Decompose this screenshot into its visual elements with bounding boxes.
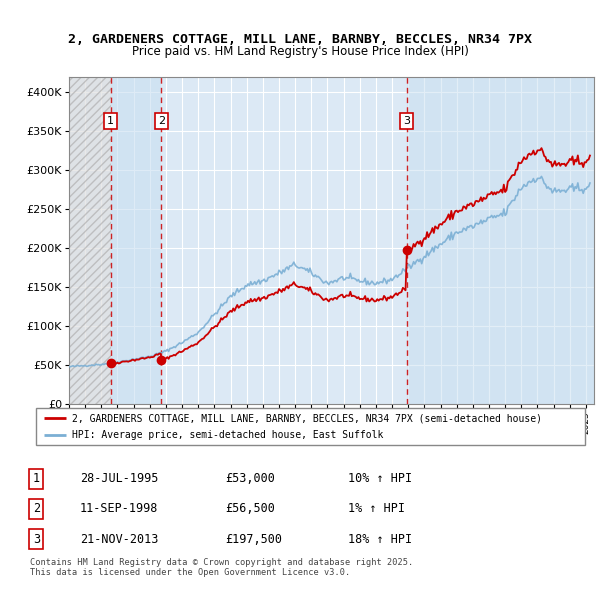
Bar bbox=[407, 77, 594, 404]
Text: 10% ↑ HPI: 10% ↑ HPI bbox=[347, 472, 412, 485]
Text: 3: 3 bbox=[403, 116, 410, 126]
Text: 1: 1 bbox=[33, 472, 40, 485]
Text: 1% ↑ HPI: 1% ↑ HPI bbox=[347, 502, 404, 516]
Text: 1: 1 bbox=[107, 116, 114, 126]
Text: 2: 2 bbox=[33, 502, 40, 516]
Text: £56,500: £56,500 bbox=[225, 502, 275, 516]
Text: £197,500: £197,500 bbox=[225, 533, 282, 546]
Text: 2: 2 bbox=[158, 116, 165, 126]
Bar bbox=[110, 77, 161, 404]
Text: 3: 3 bbox=[33, 533, 40, 546]
Text: HPI: Average price, semi-detached house, East Suffolk: HPI: Average price, semi-detached house,… bbox=[71, 431, 383, 440]
Text: 2, GARDENERS COTTAGE, MILL LANE, BARNBY, BECCLES, NR34 7PX (semi-detached house): 2, GARDENERS COTTAGE, MILL LANE, BARNBY,… bbox=[71, 414, 542, 423]
Text: £53,000: £53,000 bbox=[225, 472, 275, 485]
Text: 11-SEP-1998: 11-SEP-1998 bbox=[80, 502, 158, 516]
Text: 28-JUL-1995: 28-JUL-1995 bbox=[80, 472, 158, 485]
Text: 18% ↑ HPI: 18% ↑ HPI bbox=[347, 533, 412, 546]
Text: 2, GARDENERS COTTAGE, MILL LANE, BARNBY, BECCLES, NR34 7PX: 2, GARDENERS COTTAGE, MILL LANE, BARNBY,… bbox=[68, 33, 532, 46]
Text: Price paid vs. HM Land Registry's House Price Index (HPI): Price paid vs. HM Land Registry's House … bbox=[131, 45, 469, 58]
Text: Contains HM Land Registry data © Crown copyright and database right 2025.
This d: Contains HM Land Registry data © Crown c… bbox=[30, 558, 413, 577]
Bar bbox=[69, 77, 110, 404]
Text: 21-NOV-2013: 21-NOV-2013 bbox=[80, 533, 158, 546]
